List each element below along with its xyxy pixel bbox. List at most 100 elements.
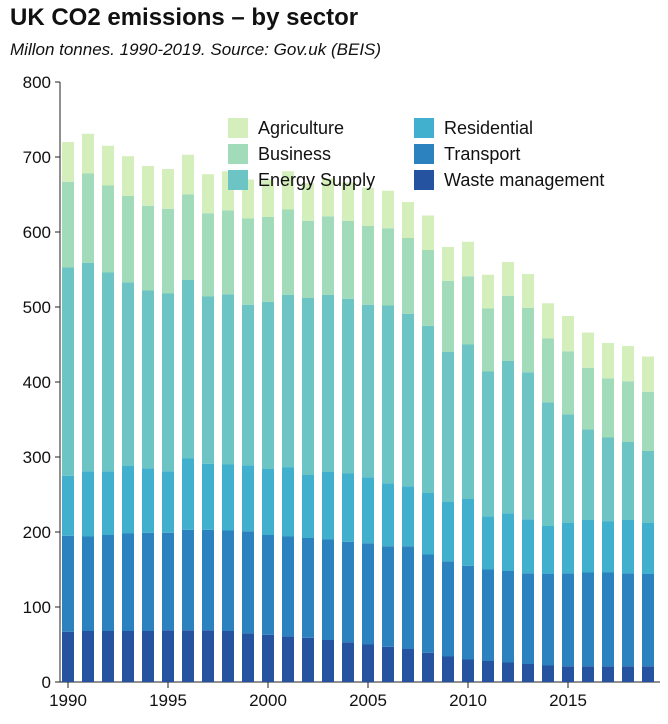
bar-segment	[62, 181, 74, 268]
bar-segment	[622, 573, 634, 667]
legend-label: Energy Supply	[258, 170, 375, 190]
legend-swatch	[414, 170, 434, 190]
bar-segment	[522, 372, 534, 520]
bar-segment	[442, 352, 454, 502]
bar-segment	[142, 468, 154, 533]
bar-segment	[82, 262, 94, 472]
x-tick-label: 2005	[349, 691, 387, 710]
bar-segment	[222, 294, 234, 465]
bar-segment	[402, 649, 414, 682]
bar-segment	[182, 154, 194, 195]
bar-segment	[602, 378, 614, 438]
bar-segment	[502, 361, 514, 514]
bar-segment	[442, 502, 454, 562]
bar-segment	[342, 642, 354, 682]
bar-segment	[222, 210, 234, 295]
bar-segment	[442, 280, 454, 352]
legend-label: Residential	[444, 118, 533, 138]
bar-segment	[122, 466, 134, 534]
y-tick-label: 400	[23, 373, 51, 392]
bar-segment	[522, 573, 534, 664]
bar-segment	[102, 631, 114, 682]
bar-segment	[282, 467, 294, 537]
bar-segment	[502, 513, 514, 571]
bar-segment	[162, 208, 174, 294]
bar-segment	[462, 344, 474, 499]
bar-segment	[462, 499, 474, 566]
bar-segment	[82, 536, 94, 631]
bar-segment	[342, 220, 354, 299]
bar-segment	[222, 464, 234, 531]
bar-segment	[362, 187, 374, 226]
bar-segment	[642, 574, 654, 667]
bar-segment	[142, 631, 154, 682]
bar-segment	[282, 209, 294, 295]
bar-segment	[282, 636, 294, 682]
bar-segment	[182, 630, 194, 682]
legend-swatch	[414, 118, 434, 138]
bar-segment	[302, 538, 314, 638]
bar-segment	[522, 519, 534, 574]
bar-segment	[362, 304, 374, 478]
bar-segment	[322, 216, 334, 295]
bar-segment	[442, 247, 454, 281]
bar-segment	[402, 202, 414, 238]
bar-segment	[322, 539, 334, 640]
bar-segment	[482, 569, 494, 661]
bar-segment	[82, 631, 94, 682]
bar-segment	[462, 659, 474, 682]
bar-segment	[82, 133, 94, 174]
bar-segment	[642, 391, 654, 451]
bar-segment	[402, 238, 414, 314]
bar-segment	[142, 290, 154, 469]
x-tick-label: 1990	[49, 691, 87, 710]
bar-segment	[262, 217, 274, 302]
bar-segment	[262, 634, 274, 682]
bar-segment	[282, 171, 294, 210]
bar-segment	[102, 471, 114, 535]
bar-segment	[642, 523, 654, 574]
bar-segment	[362, 477, 374, 544]
bar-segment	[82, 173, 94, 263]
bar-segment	[542, 665, 554, 682]
bar-segment	[102, 272, 114, 472]
bar-segment	[62, 475, 74, 536]
bar-segment	[322, 178, 334, 217]
bar-segment	[62, 535, 74, 632]
bar-segment	[302, 183, 314, 221]
bar-segment	[322, 640, 334, 682]
bar-segment	[602, 572, 614, 667]
bar-segment	[162, 293, 174, 472]
bar-segment	[622, 346, 634, 382]
legend-label: Business	[258, 144, 331, 164]
bar-segment	[242, 218, 254, 305]
bar-segment	[642, 451, 654, 523]
legend-swatch	[228, 170, 248, 190]
legend-swatch	[228, 144, 248, 164]
bar-segment	[162, 471, 174, 533]
bar-segment	[542, 338, 554, 403]
bar-segment	[562, 351, 574, 415]
bar-segment	[182, 529, 194, 631]
y-tick-label: 600	[23, 223, 51, 242]
bar-segment	[542, 402, 554, 526]
y-tick-label: 800	[23, 73, 51, 92]
bar-segment	[262, 301, 274, 469]
bar-segment	[182, 280, 194, 459]
bar-segment	[502, 295, 514, 361]
x-tick-label: 2000	[249, 691, 287, 710]
y-tick-label: 300	[23, 448, 51, 467]
bar-segment	[642, 356, 654, 392]
bar-segment	[462, 241, 474, 277]
bar-segment	[102, 145, 114, 186]
bar-segment	[262, 179, 274, 217]
bar-segment	[422, 215, 434, 250]
bar-segment	[482, 516, 494, 570]
bar-segment	[602, 521, 614, 573]
bar-segment	[542, 526, 554, 574]
bar-segment	[262, 535, 274, 635]
bar-segment	[122, 533, 134, 631]
bar-segment	[342, 298, 354, 474]
bar-segment	[362, 543, 374, 645]
